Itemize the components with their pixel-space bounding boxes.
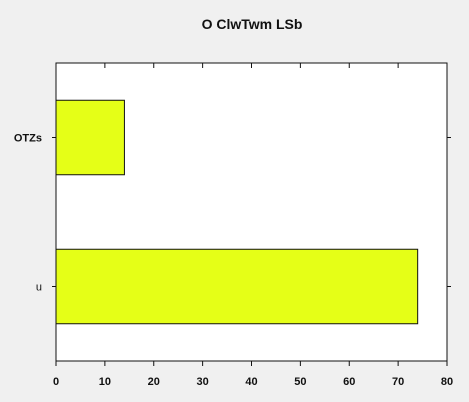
x-tick-label: 10 bbox=[99, 376, 111, 388]
bar-u bbox=[55, 248, 419, 325]
x-tick-label: 70 bbox=[392, 376, 404, 388]
y-axis-ticks bbox=[52, 137, 451, 287]
x-tick-label: 80 bbox=[441, 376, 453, 388]
x-tick-label: 40 bbox=[245, 376, 257, 388]
y-tick-label: OTZs bbox=[14, 133, 42, 145]
x-tick-label: 0 bbox=[53, 376, 59, 388]
x-tick-label: 50 bbox=[294, 376, 306, 388]
x-tick-label: 20 bbox=[148, 376, 160, 388]
x-tick-label: 30 bbox=[197, 376, 209, 388]
y-tick-label: u bbox=[36, 282, 42, 294]
bars-group bbox=[55, 99, 419, 325]
chart-title: O ClwTwm LSb bbox=[202, 16, 303, 32]
bar-OTZs bbox=[55, 99, 125, 176]
x-tick-label: 60 bbox=[343, 376, 355, 388]
y-axis-labels: OTZs u bbox=[14, 133, 42, 294]
x-axis-labels: 0 10 20 30 40 50 60 70 80 bbox=[53, 376, 453, 388]
plot-frame bbox=[55, 62, 448, 362]
